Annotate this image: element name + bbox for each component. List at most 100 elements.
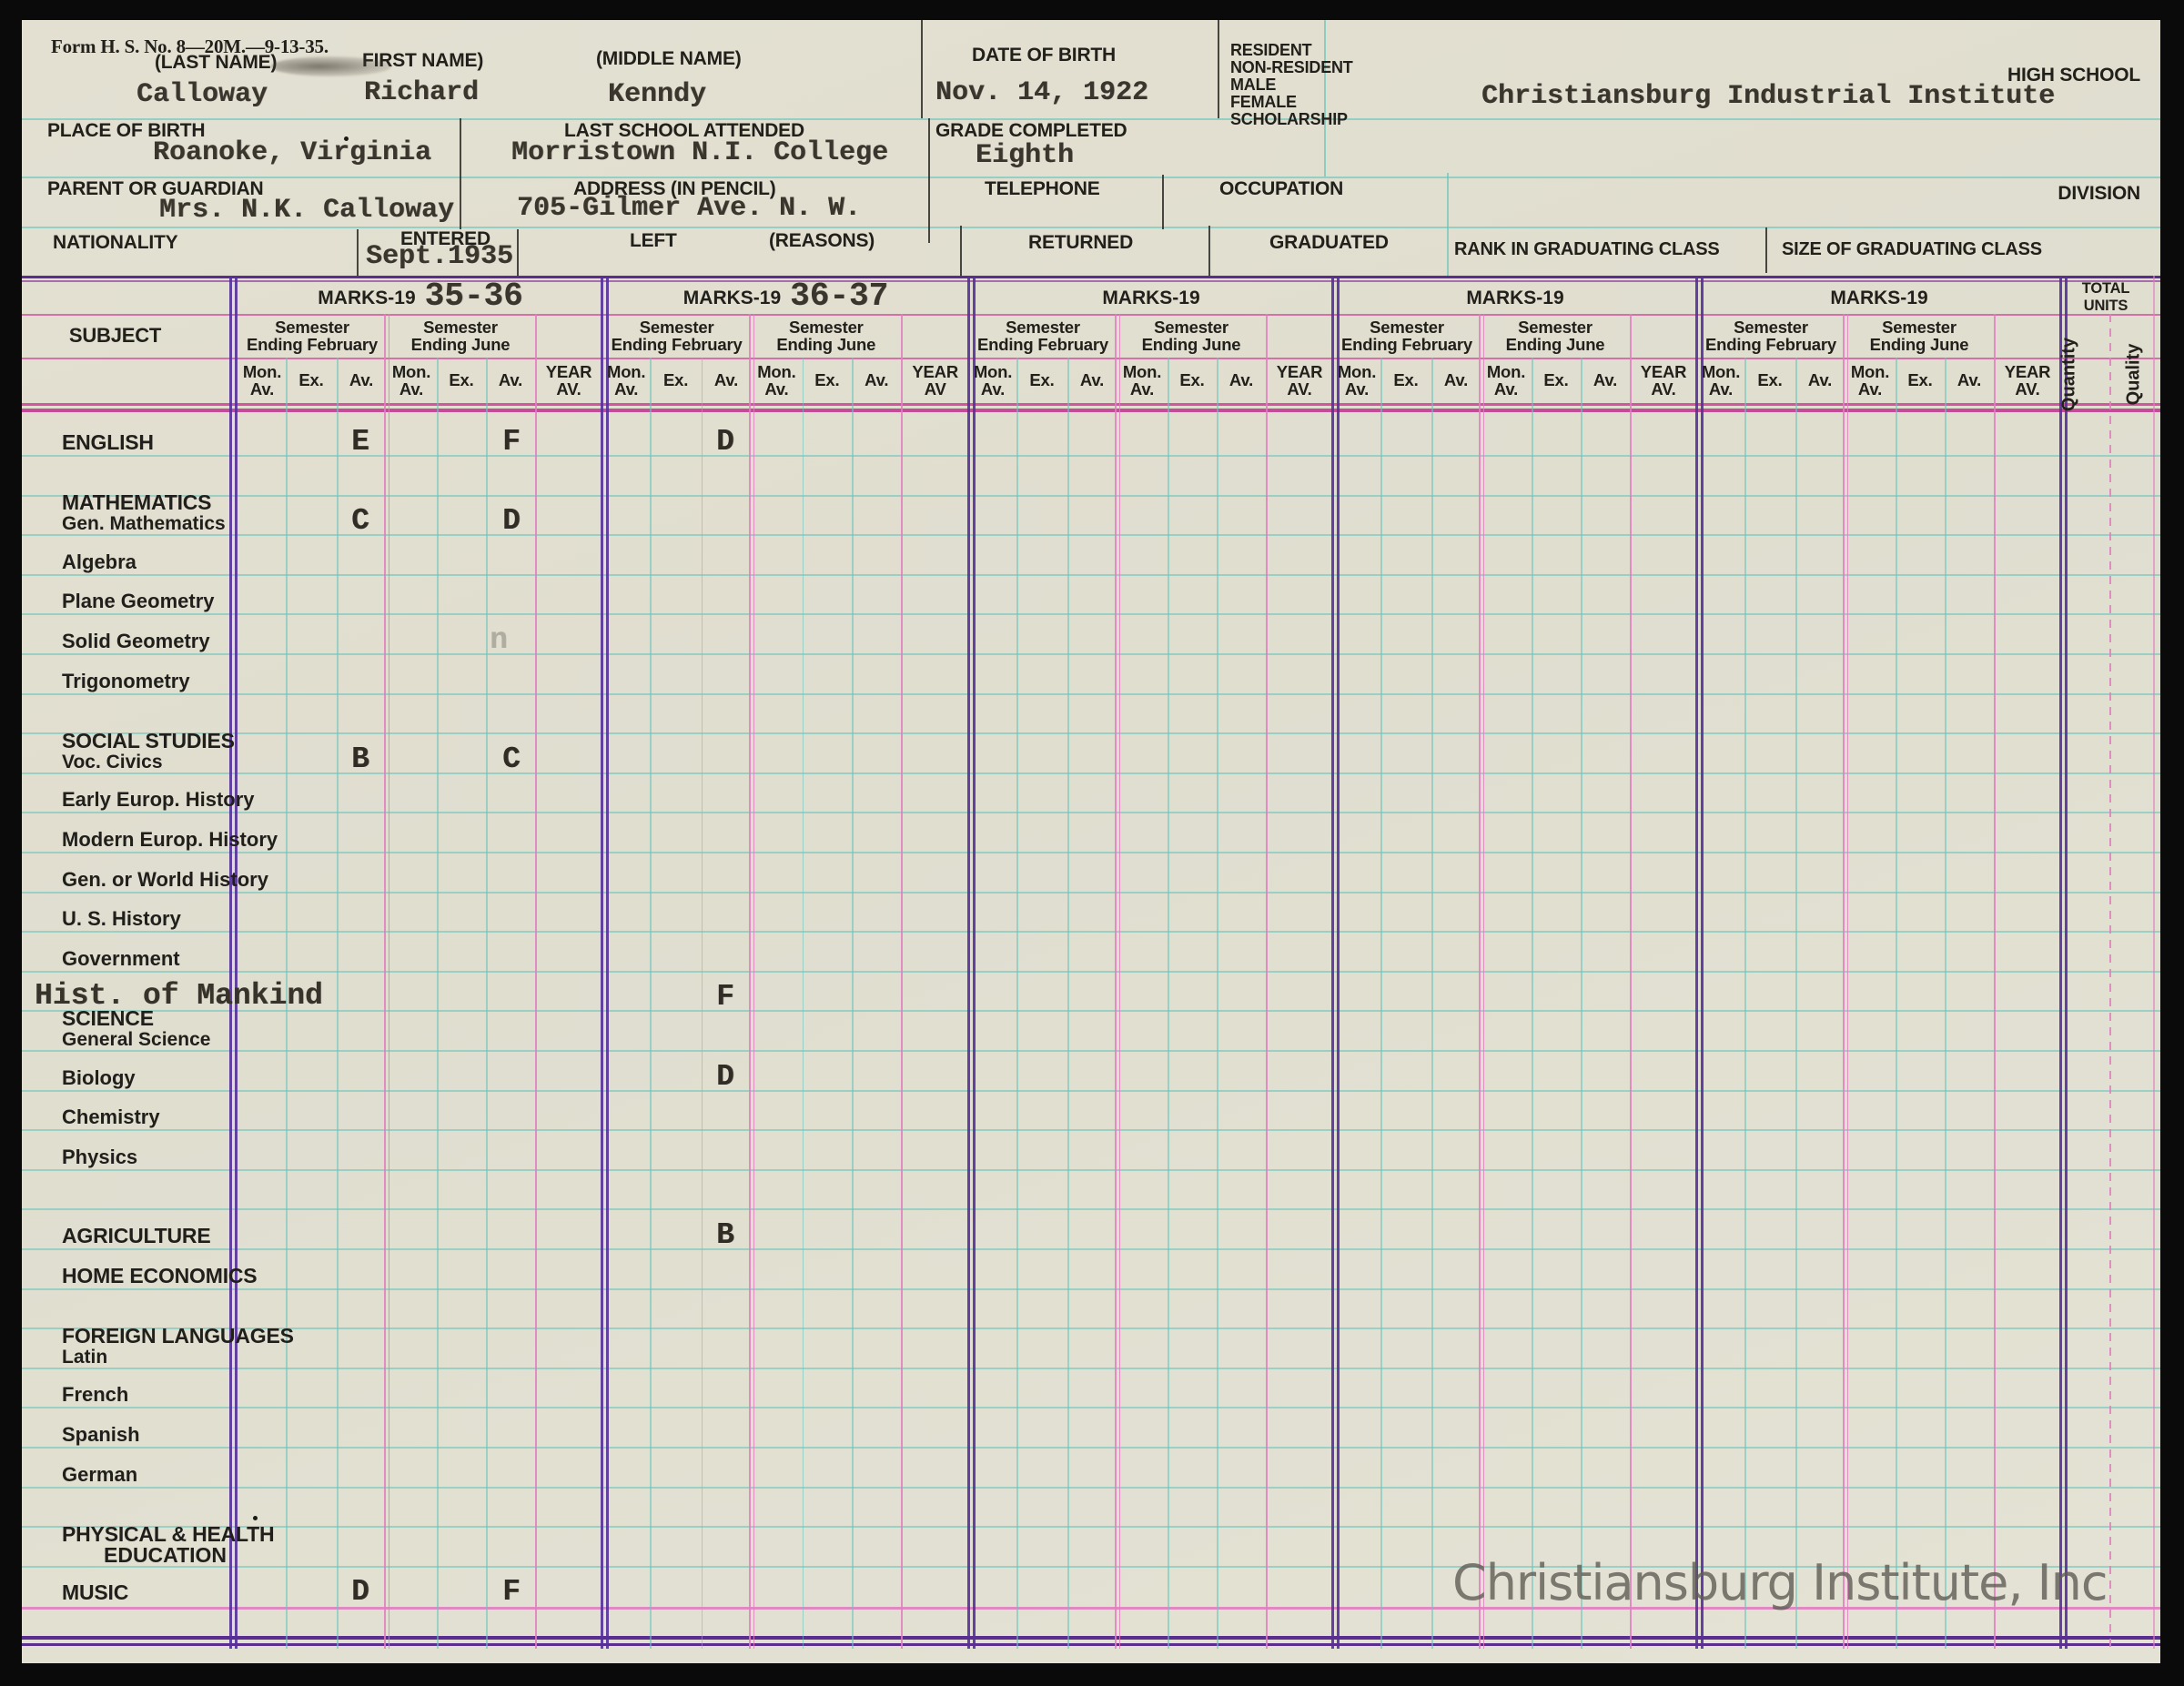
grid-line	[22, 1129, 2160, 1132]
col-mon-av: Mon. Av.	[757, 361, 796, 399]
subject-column-header: SUBJECT	[68, 324, 162, 348]
grid-line	[22, 613, 2160, 616]
last-name-value: Calloway	[136, 79, 268, 110]
division-label: DIVISION	[2058, 183, 2140, 204]
grid-line	[1843, 314, 1845, 1649]
grid-line	[229, 276, 232, 1649]
grid-line	[753, 314, 755, 1649]
scholarship-label: SCHOLARSHIP	[1230, 110, 1348, 128]
grid-line	[22, 653, 2160, 655]
rank-in-class-label: RANK IN GRADUATING CLASS	[1454, 239, 1720, 259]
grade-completed-label: GRADE COMPLETED	[935, 120, 1127, 141]
returned-label: RETURNED	[1028, 232, 1134, 253]
grid-line	[22, 1486, 2160, 1489]
grid-line	[22, 227, 2160, 228]
grid-line	[1431, 358, 1433, 1649]
grid-line	[22, 1248, 2160, 1250]
col-ex: Ex.	[298, 370, 324, 390]
total-units-quantity-header: Quantity	[2058, 337, 2079, 412]
col-ex: Ex.	[1393, 370, 1419, 390]
grid-line	[973, 276, 976, 1649]
subject-mathematics: MATHEMATICS Gen. Mathematics	[62, 490, 226, 535]
grade-biology-g1_feb_av: D	[716, 1059, 734, 1094]
semester-feb-header: Semester Ending February	[611, 317, 743, 354]
grid-line	[852, 358, 854, 1649]
col-mon-av: Mon. Av.	[1337, 361, 1377, 399]
high-school-label: HIGH SCHOOL	[2007, 65, 2140, 86]
grid-line	[22, 358, 2160, 359]
col-ex: Ex.	[1907, 370, 1933, 390]
grid-line	[22, 1208, 2160, 1211]
grid-line	[1266, 314, 1268, 1649]
high-school-value: Christiansburg Industrial Institute	[1481, 81, 2056, 112]
grid-line	[1162, 175, 1164, 229]
grid-line	[1218, 20, 1219, 118]
grid-line	[749, 314, 751, 1649]
grid-line	[22, 891, 2160, 893]
total-units-header: TOTAL UNITS	[2081, 279, 2130, 315]
grid-line	[460, 118, 461, 229]
grid-line	[1067, 358, 1069, 1649]
col-ex: Ex.	[1029, 370, 1055, 390]
size-of-class-label: SIZE OF GRADUATING CLASS	[1782, 239, 2042, 259]
entered-label: ENTERED	[400, 228, 490, 249]
grid-line	[388, 314, 389, 1649]
subject-biology: Biology	[62, 1065, 136, 1089]
grid-line	[601, 276, 603, 1649]
grid-line	[1168, 358, 1169, 1649]
subject-english: ENGLISH	[62, 430, 154, 454]
grid-line	[1581, 358, 1582, 1649]
col-mon-av: Mon. Av.	[1850, 361, 1890, 399]
semester-jun-header: Semester Ending June	[776, 317, 876, 354]
subject-physics: Physics	[62, 1145, 138, 1168]
subject-chemistry: Chemistry	[62, 1105, 160, 1129]
grid-line	[22, 1089, 2160, 1092]
last-school-value: Morristown N.I. College	[511, 137, 889, 168]
col-av: Av.	[349, 370, 374, 390]
marks-group-title: MARKS-19	[1697, 284, 2061, 313]
col-ex: Ex.	[1179, 370, 1205, 390]
grid-line	[606, 276, 609, 1649]
grid-line	[1701, 276, 1704, 1649]
semester-jun-header: Semester Ending June	[1505, 317, 1605, 354]
address-value: 705-Gilmer Ave. N. W.	[517, 193, 862, 224]
col-year-av: YEAR AV.	[545, 361, 592, 399]
last-school-label: LAST SCHOOL ATTENDED	[564, 120, 804, 141]
semester-feb-header: Semester Ending February	[977, 317, 1108, 354]
col-mon-av: Mon. Av.	[242, 361, 282, 399]
grade-hist-of-mankind-g1_feb_av: F	[716, 980, 734, 1015]
grid-line	[1447, 173, 1449, 276]
subject-algebra: Algebra	[62, 550, 136, 573]
grid-line	[928, 118, 930, 243]
grid-line	[22, 573, 2160, 576]
scan-speck	[344, 136, 349, 141]
col-av: Av.	[864, 370, 889, 390]
grade-mathematics-g0_jun_av: D	[502, 504, 521, 539]
grid-line	[1532, 358, 1533, 1649]
grid-line	[1896, 358, 1897, 1649]
grid-line	[960, 226, 962, 276]
non-resident-label: NON-RESIDENT	[1230, 58, 1353, 76]
subject-modern-europ-history: Modern Europ. History	[62, 828, 278, 851]
grid-line	[1994, 314, 1996, 1649]
grid-line	[1479, 314, 1481, 1649]
col-mon-av: Mon. Av.	[1122, 361, 1162, 399]
grade-music-g0_feb_av: D	[351, 1575, 369, 1610]
marks-group-title-text: MARKS-19	[682, 288, 782, 308]
col-ex: Ex.	[1543, 370, 1569, 390]
col-av: Av.	[1443, 370, 1469, 390]
grid-line	[22, 314, 2160, 316]
subject-social-studies: SOCIAL STUDIES Voc. Civics	[62, 728, 235, 772]
subject-u-s-history: U. S. History	[62, 907, 181, 931]
grid-line	[1795, 358, 1797, 1649]
left-label: LEFT	[630, 230, 677, 251]
subject-agriculture: AGRICULTURE	[62, 1224, 211, 1247]
grid-line	[1016, 358, 1018, 1649]
col-av: Av.	[1956, 370, 1982, 390]
grid-line	[802, 358, 804, 1649]
grid-line	[22, 812, 2160, 814]
col-ex: Ex.	[662, 370, 689, 390]
place-of-birth-label: PLACE OF BIRTH	[47, 120, 206, 141]
marks-group-year-typed: 36-37	[790, 277, 889, 315]
